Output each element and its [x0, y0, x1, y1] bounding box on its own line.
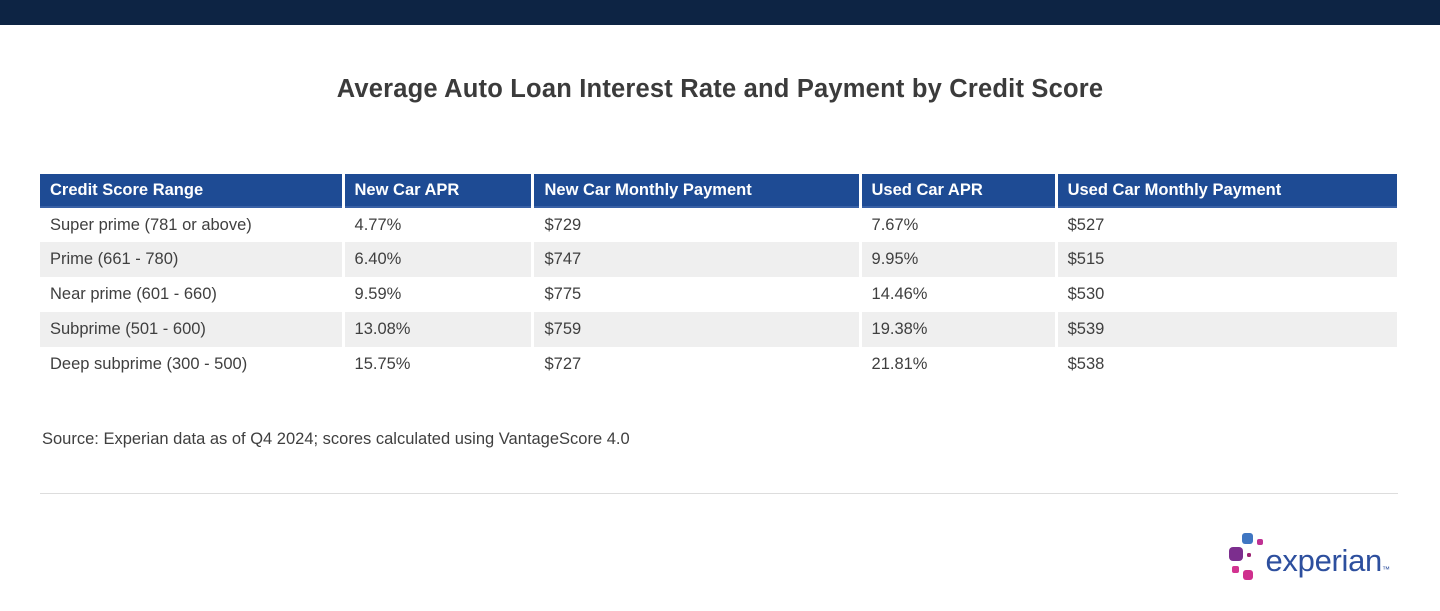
- top-navigation-bar: [0, 0, 1440, 25]
- column-header-new-car-apr: New Car APR: [341, 174, 533, 208]
- logo-pixel-blue: [1242, 533, 1254, 544]
- logo-pixel-pink-small-bottom: [1232, 566, 1240, 573]
- cell-new-car-apr: 15.75%: [341, 347, 533, 382]
- cell-new-car-apr: 4.77%: [341, 207, 533, 242]
- trademark-symbol: ™: [1382, 565, 1390, 574]
- cell-new-car-monthly-payment: $759: [531, 312, 861, 347]
- experian-logo: experian ™: [1229, 528, 1390, 582]
- table-row: Prime (661 - 780) 6.40% $747 9.95% $515: [40, 242, 1397, 277]
- cell-credit-score-range: Deep subprime (300 - 500): [40, 347, 344, 382]
- table-row: Deep subprime (300 - 500) 15.75% $727 21…: [40, 347, 1397, 382]
- cell-credit-score-range: Near prime (601 - 660): [40, 277, 344, 312]
- cell-new-car-monthly-payment: $775: [531, 277, 861, 312]
- divider-line: [40, 493, 1398, 494]
- cell-new-car-apr: 9.59%: [341, 277, 533, 312]
- logo-pixel-pink-small-top: [1257, 539, 1264, 545]
- cell-new-car-apr: 6.40%: [341, 242, 533, 277]
- table-row: Super prime (781 or above) 4.77% $729 7.…: [40, 207, 1397, 242]
- logo-pixel-magenta-dot: [1247, 553, 1252, 557]
- cell-new-car-apr: 13.08%: [341, 312, 533, 347]
- cell-used-car-apr: 9.95%: [858, 242, 1057, 277]
- table-header-row: Credit Score Range New Car APR New Car M…: [40, 174, 1397, 208]
- cell-credit-score-range: Subprime (501 - 600): [40, 312, 344, 347]
- source-note: Source: Experian data as of Q4 2024; sco…: [42, 430, 630, 448]
- experian-wordmark: experian: [1265, 543, 1382, 578]
- cell-used-car-monthly-payment: $530: [1054, 277, 1397, 312]
- experian-pixel-mark-icon: [1229, 528, 1265, 582]
- cell-used-car-monthly-payment: $527: [1054, 207, 1397, 242]
- column-header-used-car-apr: Used Car APR: [858, 174, 1057, 208]
- cell-credit-score-range: Super prime (781 or above): [40, 207, 344, 242]
- cell-used-car-apr: 21.81%: [858, 347, 1057, 382]
- cell-used-car-apr: 14.46%: [858, 277, 1057, 312]
- logo-pixel-pink-large: [1243, 570, 1254, 580]
- cell-new-car-monthly-payment: $747: [531, 242, 861, 277]
- cell-used-car-monthly-payment: $515: [1054, 242, 1397, 277]
- cell-new-car-monthly-payment: $727: [531, 347, 861, 382]
- cell-used-car-monthly-payment: $538: [1054, 347, 1397, 382]
- column-header-new-car-monthly-payment: New Car Monthly Payment: [531, 174, 861, 208]
- column-header-credit-score-range: Credit Score Range: [40, 174, 344, 208]
- column-header-used-car-monthly-payment: Used Car Monthly Payment: [1054, 174, 1397, 208]
- cell-credit-score-range: Prime (661 - 780): [40, 242, 344, 277]
- cell-used-car-apr: 7.67%: [858, 207, 1057, 242]
- cell-used-car-monthly-payment: $539: [1054, 312, 1397, 347]
- cell-new-car-monthly-payment: $729: [531, 207, 861, 242]
- table-row: Near prime (601 - 660) 9.59% $775 14.46%…: [40, 277, 1397, 312]
- table-row: Subprime (501 - 600) 13.08% $759 19.38% …: [40, 312, 1397, 347]
- credit-score-table: Credit Score Range New Car APR New Car M…: [40, 174, 1397, 382]
- cell-used-car-apr: 19.38%: [858, 312, 1057, 347]
- logo-pixel-purple: [1229, 547, 1244, 561]
- page-title: Average Auto Loan Interest Rate and Paym…: [336, 75, 1104, 103]
- credit-score-table-container: Credit Score Range New Car APR New Car M…: [40, 174, 1397, 382]
